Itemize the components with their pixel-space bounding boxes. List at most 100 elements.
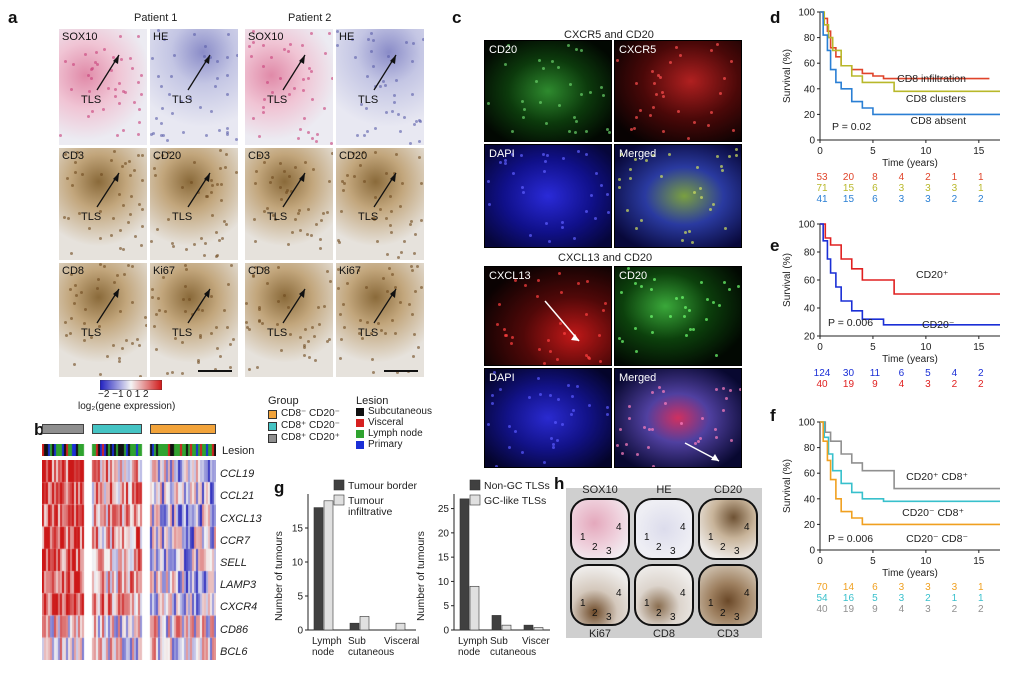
tissue-cell xyxy=(396,255,400,259)
tissue-cell xyxy=(218,129,222,132)
tissue-cell xyxy=(370,31,374,35)
tissue-cell xyxy=(400,251,403,255)
tissue-cell xyxy=(74,160,78,164)
tissue-cell xyxy=(116,134,120,138)
curve-label: CD20⁻ CD8⁺ xyxy=(902,507,964,519)
channel-label: CD20 xyxy=(619,270,648,282)
core-stain-label: HE xyxy=(656,484,672,496)
fluorescent-cell xyxy=(503,328,507,332)
tissue-cell xyxy=(72,362,76,366)
tissue-cell xyxy=(245,301,249,305)
tissue-cell xyxy=(235,137,238,141)
tissue-cell xyxy=(328,180,332,183)
tissue-cell xyxy=(220,183,223,186)
fluorescent-cell xyxy=(498,388,502,391)
tissue-cell xyxy=(260,322,264,326)
tissue-cell xyxy=(72,301,76,305)
tissue-cell xyxy=(226,92,230,96)
risk-count: 8 xyxy=(872,172,878,183)
tissue-cell xyxy=(103,47,107,51)
fluorescent-cell xyxy=(520,154,524,158)
fluorescent-cell xyxy=(735,148,739,151)
core-region-number: 3 xyxy=(670,612,676,623)
risk-count: 19 xyxy=(843,379,855,390)
bar xyxy=(533,627,544,631)
fluorescent-cell xyxy=(505,333,509,337)
tissue-cell xyxy=(287,92,291,96)
fluorescence-tile-dapi: DAPI xyxy=(484,144,612,248)
tissue-cell xyxy=(198,335,202,339)
tissue-cell xyxy=(371,64,375,68)
tissue-cell xyxy=(166,371,169,375)
tissue-cell xyxy=(302,88,305,92)
stain-label: CD8 xyxy=(248,265,271,277)
bar xyxy=(523,624,534,631)
panel-label-f: f xyxy=(770,406,776,425)
tissue-cell xyxy=(133,235,137,238)
tissue-cell xyxy=(420,285,424,289)
tls-arrow xyxy=(282,54,306,91)
fluorescent-cell xyxy=(729,59,733,63)
tissue-cell xyxy=(299,128,303,132)
fluorescent-cell xyxy=(714,435,718,439)
tissue-cell xyxy=(297,208,301,212)
tissue-cell xyxy=(172,54,176,58)
tissue-cell xyxy=(420,181,423,185)
fluorescent-cell xyxy=(571,408,575,412)
tissue-cell xyxy=(245,320,249,324)
tissue-cell xyxy=(141,178,145,182)
tissue-cell xyxy=(65,176,69,180)
tissue-cell xyxy=(102,107,106,111)
tissue-cell xyxy=(253,181,257,185)
fluorescent-cell xyxy=(588,404,592,407)
tissue-cell xyxy=(418,140,422,144)
tissue-cell xyxy=(118,192,122,196)
fluorescent-cell xyxy=(522,190,525,194)
risk-count: 19 xyxy=(843,604,855,615)
fluorescent-cell xyxy=(558,103,562,107)
tissue-cell xyxy=(150,57,154,61)
tissue-cell xyxy=(137,35,141,39)
tissue-cell xyxy=(64,60,67,64)
tissue-cell xyxy=(414,290,418,294)
gene-label: CCL19 xyxy=(220,468,255,480)
fluorescent-cell xyxy=(694,442,698,446)
fluorescent-cell xyxy=(616,444,620,447)
y-tick-label: 25 xyxy=(438,504,450,515)
fluorescent-cell xyxy=(634,116,638,119)
fluorescent-cell xyxy=(680,421,684,425)
tissue-cell xyxy=(109,233,113,237)
tissue-cell xyxy=(285,189,289,193)
fluorescent-cell xyxy=(576,385,580,389)
tissue-cell xyxy=(83,308,87,312)
fluorescent-cell xyxy=(495,322,499,326)
risk-count: 2 xyxy=(978,368,984,379)
core-region-number: 4 xyxy=(680,522,686,533)
tissue-cell xyxy=(373,216,377,220)
tissue-cell xyxy=(297,211,301,215)
tissue-cell xyxy=(303,161,307,165)
stain-label: Ki67 xyxy=(339,265,362,277)
tissue-cell xyxy=(139,243,143,247)
tissue-cell xyxy=(198,106,202,110)
tissue-cell xyxy=(229,264,233,268)
tissue-cell xyxy=(395,78,399,82)
tissue-cell xyxy=(155,156,159,160)
tissue-cell xyxy=(128,159,132,163)
fluorescent-cell xyxy=(700,417,704,421)
tissue-cell xyxy=(270,55,273,59)
fluorescent-cell xyxy=(585,279,589,283)
fluorescent-cell xyxy=(555,438,559,442)
legend-label: Subcutaneous xyxy=(368,406,432,417)
fluorescent-cell xyxy=(590,193,594,197)
tissue-cell xyxy=(379,207,383,211)
tile-ki67-p1: Ki67 TLS xyxy=(149,262,239,378)
tissue-cell xyxy=(371,370,375,374)
risk-count: 3 xyxy=(952,582,958,593)
risk-count: 15 xyxy=(843,194,855,205)
tissue-cell xyxy=(414,232,418,236)
fluorescent-cell xyxy=(729,389,733,392)
fluorescent-cell xyxy=(543,169,547,173)
tissue-cell xyxy=(109,69,113,72)
x-tick-label: 10 xyxy=(920,556,932,567)
